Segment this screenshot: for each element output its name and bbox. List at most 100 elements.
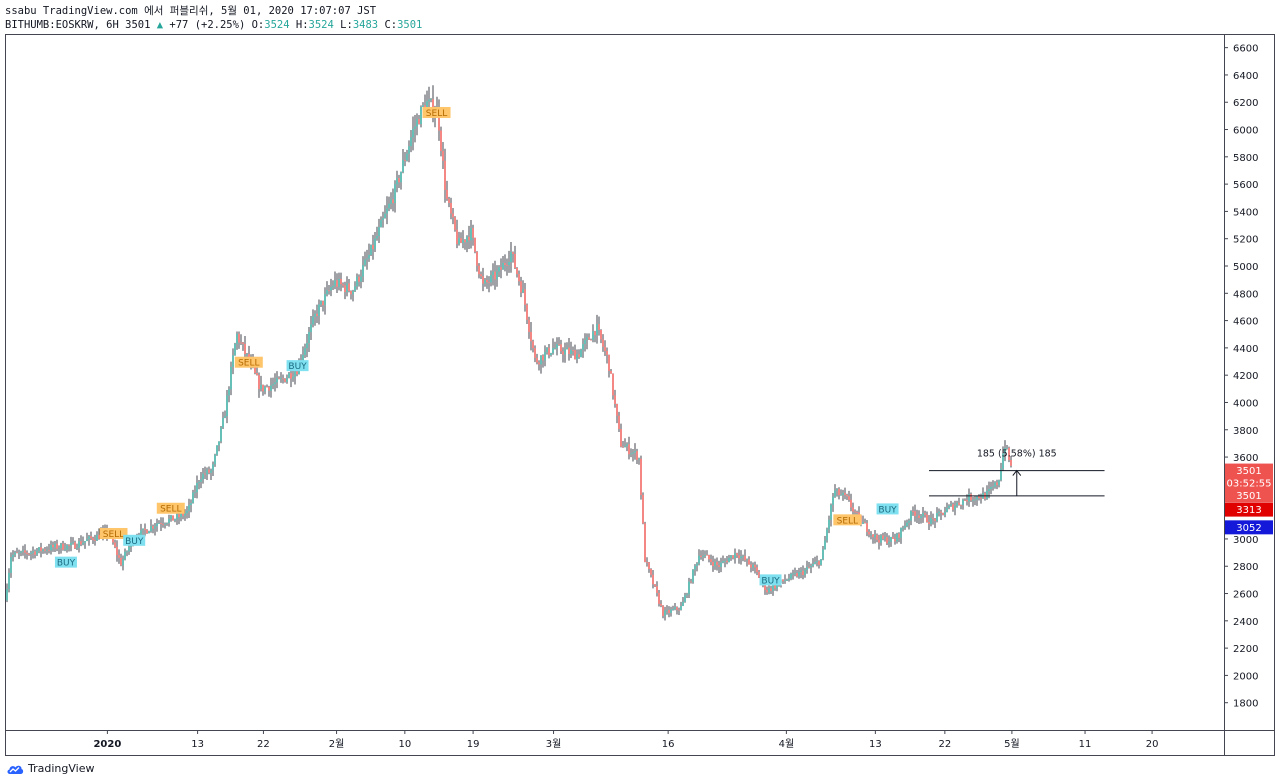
candle-body [312, 316, 314, 325]
candle-body [30, 552, 32, 554]
candle-body [656, 586, 658, 593]
candle-body [184, 513, 186, 516]
candle-body [930, 517, 932, 524]
candle-body [824, 540, 826, 550]
candle-body [294, 371, 296, 377]
candle-body [646, 561, 648, 563]
candle-body [336, 280, 338, 287]
candle-body [34, 551, 36, 555]
candle-body [464, 239, 466, 243]
candle-body [852, 507, 854, 512]
candle-body [276, 377, 278, 383]
candle-body [200, 479, 202, 482]
candle-body [554, 348, 556, 349]
close-value: 3501 [397, 19, 423, 31]
candle-body [654, 584, 656, 587]
candle-body [246, 354, 248, 355]
candle-body [26, 552, 28, 554]
candle-body [12, 554, 14, 558]
candle-body [924, 513, 926, 515]
candle-body [158, 523, 160, 524]
candle-body [496, 271, 498, 280]
candle-body [696, 563, 698, 566]
candle-body [846, 494, 848, 497]
chart-border [5, 34, 1275, 756]
candle-body [22, 550, 24, 552]
candle-body [254, 366, 256, 373]
chart-header: ssabu TradingView.com 에서 퍼블리쉬, 5월 01, 20… [5, 4, 422, 32]
candle-body [904, 526, 906, 528]
candle-body [858, 512, 860, 516]
candle-body [224, 416, 226, 418]
candle-body [546, 347, 548, 353]
candle-body [70, 542, 72, 546]
signal-label: SELL [103, 530, 124, 540]
tradingview-brand: TradingView [28, 762, 95, 775]
price-tag [1225, 502, 1273, 517]
candle-body [356, 276, 358, 287]
candle-body [678, 609, 680, 611]
candle-body [586, 337, 588, 341]
candle-body [922, 513, 924, 517]
candle-body [802, 570, 804, 576]
candle-body [68, 545, 70, 546]
candle-body [996, 482, 998, 486]
measure-label: 185 (5.58%) 185 [977, 449, 1057, 460]
candle-body [384, 213, 386, 219]
y-tick-label: 4800 [1233, 289, 1258, 300]
candle-body [916, 515, 918, 517]
candle-body [1008, 447, 1010, 461]
candle-body [598, 324, 600, 330]
candle-body [382, 218, 384, 221]
candle-body [398, 178, 400, 183]
candle-body [626, 444, 628, 447]
candle-body [54, 543, 56, 548]
candle-body [964, 499, 966, 501]
candle-body [172, 515, 174, 521]
candle-body [210, 470, 212, 473]
candle-body [658, 592, 660, 604]
candle-body [500, 267, 502, 270]
candle-body [522, 289, 524, 293]
candle-body [888, 541, 890, 544]
candle-body [968, 494, 970, 502]
candle-body [820, 559, 822, 565]
candle-body [798, 571, 800, 577]
candle-body [890, 537, 892, 542]
price-axis[interactable]: 1800200022002400260028003000320034003600… [1224, 44, 1258, 710]
candle-body [352, 290, 354, 295]
candle-body [318, 304, 320, 316]
candle-body [774, 585, 776, 589]
candle-body [360, 276, 362, 282]
candle-body [704, 554, 706, 556]
price-range-measure[interactable]: 185 (5.58%) 185 [929, 449, 1105, 497]
candle-body [494, 271, 496, 280]
footer: TradingView [6, 762, 94, 775]
candle-body [866, 523, 868, 532]
price-tag-label: 3501 [1236, 466, 1261, 477]
candle-body [504, 263, 506, 265]
candle-body [880, 535, 882, 543]
candle-body [390, 199, 392, 204]
candle-body [122, 559, 124, 566]
candle-body [420, 106, 422, 125]
candle-body [580, 349, 582, 358]
candle-body [212, 464, 214, 471]
candle-body [908, 520, 910, 523]
candle-body [886, 537, 888, 544]
candle-body [140, 530, 142, 539]
candle-body [214, 454, 216, 465]
candle-body [230, 366, 232, 390]
time-axis[interactable]: 2020 13 22 2월 10 19 3월 16 4월 13 22 5월 11 20 [93, 730, 1158, 750]
candle-body [632, 452, 634, 454]
candle-body [974, 499, 976, 501]
candle-body [564, 349, 566, 355]
candle-body [826, 529, 828, 541]
candle-body [302, 354, 304, 362]
candle-body [804, 569, 806, 576]
candle-body [124, 551, 126, 560]
candle-body [6, 589, 8, 601]
candle-body [334, 280, 336, 286]
y-tick-label: 2600 [1233, 590, 1258, 601]
